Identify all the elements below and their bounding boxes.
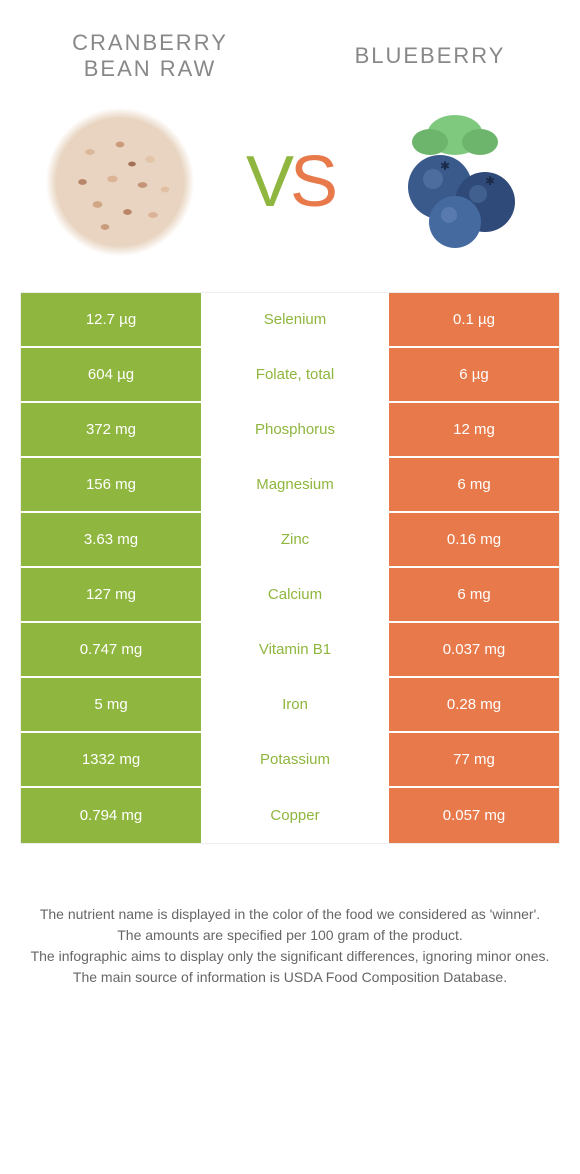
left-value: 12.7 µg: [21, 293, 201, 346]
table-row: 12.7 µgSelenium0.1 µg: [21, 293, 559, 348]
right-value: 0.1 µg: [389, 293, 559, 346]
nutrient-name: Selenium: [201, 293, 389, 346]
nutrient-name: Zinc: [201, 513, 389, 566]
left-title-line1: CRANBERRY: [50, 30, 250, 56]
table-row: 0.794 mgCopper0.057 mg: [21, 788, 559, 843]
left-value: 3.63 mg: [21, 513, 201, 566]
right-value: 0.037 mg: [389, 623, 559, 676]
footer-line4: The main source of information is USDA F…: [30, 967, 550, 988]
left-value: 127 mg: [21, 568, 201, 621]
nutrient-name: Phosphorus: [201, 403, 389, 456]
footer-line2: The amounts are specified per 100 gram o…: [30, 925, 550, 946]
table-row: 604 µgFolate, total6 µg: [21, 348, 559, 403]
left-title-line2: BEAN RAW: [50, 56, 250, 82]
nutrient-name: Iron: [201, 678, 389, 731]
right-value: 6 mg: [389, 568, 559, 621]
vs-label: VS: [246, 141, 334, 223]
right-value: 12 mg: [389, 403, 559, 456]
left-value: 156 mg: [21, 458, 201, 511]
right-value: 6 mg: [389, 458, 559, 511]
blueberry-icon: ✱ ✱: [385, 107, 535, 257]
left-value: 0.794 mg: [21, 788, 201, 843]
right-value: 0.057 mg: [389, 788, 559, 843]
footer-notes: The nutrient name is displayed in the co…: [0, 844, 580, 988]
beans-icon: [45, 107, 195, 257]
left-value: 0.747 mg: [21, 623, 201, 676]
right-food-image: ✱ ✱: [380, 102, 540, 262]
right-value: 6 µg: [389, 348, 559, 401]
nutrient-name: Folate, total: [201, 348, 389, 401]
table-row: 1332 mgPotassium77 mg: [21, 733, 559, 788]
comparison-table: 12.7 µgSelenium0.1 µg604 µgFolate, total…: [20, 292, 560, 844]
left-food-title: CRANBERRY BEAN RAW: [50, 30, 250, 82]
images-row: VS ✱ ✱: [0, 92, 580, 292]
right-value: 77 mg: [389, 733, 559, 786]
left-food-image: [40, 102, 200, 262]
nutrient-name: Vitamin B1: [201, 623, 389, 676]
left-value: 604 µg: [21, 348, 201, 401]
nutrient-name: Magnesium: [201, 458, 389, 511]
table-row: 0.747 mgVitamin B10.037 mg: [21, 623, 559, 678]
table-row: 372 mgPhosphorus12 mg: [21, 403, 559, 458]
right-title-line1: BLUEBERRY: [330, 43, 530, 69]
vs-s: S: [290, 142, 334, 222]
left-value: 1332 mg: [21, 733, 201, 786]
footer-line1: The nutrient name is displayed in the co…: [30, 904, 550, 925]
svg-text:✱: ✱: [440, 159, 450, 173]
right-value: 0.16 mg: [389, 513, 559, 566]
nutrient-name: Calcium: [201, 568, 389, 621]
left-value: 372 mg: [21, 403, 201, 456]
svg-text:✱: ✱: [485, 174, 495, 188]
nutrient-name: Potassium: [201, 733, 389, 786]
table-row: 156 mgMagnesium6 mg: [21, 458, 559, 513]
nutrient-name: Copper: [201, 788, 389, 843]
table-row: 3.63 mgZinc0.16 mg: [21, 513, 559, 568]
header: CRANBERRY BEAN RAW BLUEBERRY: [0, 0, 580, 92]
right-value: 0.28 mg: [389, 678, 559, 731]
left-value: 5 mg: [21, 678, 201, 731]
right-food-title: BLUEBERRY: [330, 43, 530, 69]
footer-line3: The infographic aims to display only the…: [30, 946, 550, 967]
vs-v: V: [246, 142, 290, 222]
table-row: 5 mgIron0.28 mg: [21, 678, 559, 733]
table-row: 127 mgCalcium6 mg: [21, 568, 559, 623]
